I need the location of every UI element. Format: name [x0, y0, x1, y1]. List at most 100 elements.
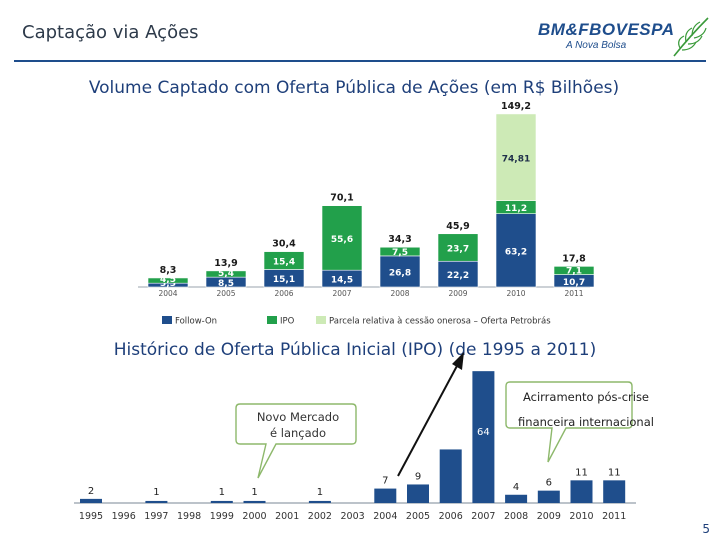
ipo-bar-2004 — [374, 488, 397, 503]
ipo-x-tick-1996: 1996 — [112, 511, 136, 522]
total-label-2007: 70,1 — [330, 193, 353, 204]
callout-novo-mercado-line2: é lançado — [270, 426, 326, 440]
bar-2005-series1 — [205, 270, 247, 278]
total-label-2010: 149,2 — [501, 101, 531, 112]
ipo-label-2000: 1 — [251, 487, 257, 498]
ipo-label-2008: 4 — [513, 482, 519, 493]
x-tick-2004: 2004 — [158, 289, 177, 298]
total-label-2008: 34,3 — [388, 234, 411, 245]
bar-2011-series1 — [553, 266, 595, 275]
ipo-label-2007: 64 — [477, 427, 490, 438]
ipo-bar-2008 — [505, 494, 528, 503]
ipo-x-tick-2011: 2011 — [602, 511, 626, 522]
ipo-bar-2002 — [308, 500, 331, 503]
ipo-bar-2006 — [439, 449, 462, 503]
x-tick-2009: 2009 — [448, 289, 467, 298]
total-label-2006: 30,4 — [272, 239, 296, 250]
bmfbovespa-logo: BM&FBOVESPA A Nova Bolsa — [538, 16, 709, 60]
data-label-2011-series1: 7,1 — [566, 267, 582, 277]
ipo-bar-2009 — [537, 490, 560, 503]
data-label-2004-series0: 3,3 — [160, 279, 176, 289]
legend-label-series0: Follow-On — [175, 317, 217, 327]
logo-name: BM&FBOVESPA — [538, 20, 675, 39]
bar-2008-series1 — [379, 246, 421, 257]
ipo-label-2006: 26 — [444, 505, 457, 516]
data-label-2006-series1: 15,4 — [273, 258, 295, 268]
ipo-x-tick-2006: 2006 — [439, 511, 463, 522]
total-label-2009: 45,9 — [446, 221, 469, 232]
x-tick-2008: 2008 — [390, 289, 409, 298]
ipo-label-2004: 7 — [382, 476, 388, 487]
data-label-2005-series0: 8,5 — [218, 279, 234, 289]
ipo-x-tick-1998: 1998 — [177, 511, 201, 522]
data-label-2010-series2: 74,81 — [502, 154, 530, 164]
bar-2010-series2 — [495, 113, 537, 201]
ipo-label-2010: 11 — [575, 467, 588, 478]
data-label-2005-series1: 5,4 — [218, 269, 234, 279]
data-label-2009-series0: 22,2 — [447, 271, 469, 281]
data-label-2008-series0: 26,8 — [389, 268, 411, 278]
page-number: 5 — [702, 522, 710, 536]
chart1-title: Volume Captado com Oferta Pública de Açõ… — [88, 78, 620, 98]
ipo-x-tick-1997: 1997 — [144, 511, 168, 522]
page-title: Captação via Ações — [22, 22, 199, 43]
x-tick-2007: 2007 — [332, 289, 351, 298]
header-divider — [14, 60, 706, 62]
bar-2009-series0 — [437, 260, 479, 288]
ipo-x-tick-2010: 2010 — [569, 511, 593, 522]
ipo-x-tick-2004: 2004 — [373, 511, 397, 522]
x-tick-2005: 2005 — [216, 289, 235, 298]
data-label-2010-series0: 63,2 — [505, 247, 527, 257]
logo-tagline: A Nova Bolsa — [566, 40, 627, 51]
ipo-bar-2005 — [407, 484, 429, 503]
ipo-label-2005: 9 — [415, 471, 421, 482]
ipo-x-tick-2007: 2007 — [471, 511, 495, 522]
bar-2008-series0 — [379, 255, 421, 288]
data-label-2006-series0: 15,1 — [273, 275, 295, 285]
total-label-2005: 13,9 — [214, 258, 237, 269]
chart2-title: Histórico de Oferta Pública Inicial (IPO… — [113, 340, 597, 360]
legend-swatch-series0 — [162, 316, 172, 324]
ipo-x-tick-1999: 1999 — [210, 511, 234, 522]
bar-2007-series1 — [321, 205, 363, 271]
legend-swatch-series2 — [316, 316, 326, 324]
ipo-x-tick-2002: 2002 — [308, 511, 332, 522]
data-label-2009-series1: 23,7 — [447, 245, 469, 255]
ipo-x-tick-2000: 2000 — [242, 511, 266, 522]
bar-2004-series1 — [147, 277, 189, 284]
ipo-label-1997: 1 — [153, 487, 159, 498]
legend-label-series2: Parcela relativa à cessão onerosa – Ofer… — [329, 317, 551, 327]
x-tick-2010: 2010 — [506, 289, 525, 298]
leaf-icon — [673, 17, 709, 57]
data-label-2004-series1: 4,5 — [160, 275, 176, 285]
ipo-bar-1995 — [80, 498, 102, 503]
x-tick-2006: 2006 — [274, 289, 293, 298]
ipo-x-tick-2005: 2005 — [406, 511, 430, 522]
bar-2010-series0 — [495, 213, 537, 288]
callout-novo-mercado-line1: Novo Mercado — [257, 410, 339, 424]
total-label-2004: 8,3 — [160, 265, 177, 276]
ipo-label-2011: 11 — [608, 467, 621, 478]
data-label-2007-series1: 55,6 — [331, 235, 353, 245]
ipo-label-2009: 6 — [546, 478, 552, 489]
bar-2006-series1 — [263, 251, 305, 270]
legend-swatch-series1 — [267, 316, 277, 324]
total-label-2011: 17,8 — [562, 253, 586, 264]
ipo-bar-2010 — [570, 480, 593, 503]
ipo-label-1995: 2 — [88, 486, 94, 497]
ipo-bar-1997 — [145, 500, 168, 503]
ipo-x-tick-1995: 1995 — [79, 511, 103, 522]
ipo-x-tick-2009: 2009 — [537, 511, 561, 522]
ipo-x-tick-2008: 2008 — [504, 511, 528, 522]
data-label-2007-series0: 14,5 — [331, 276, 353, 286]
ipo-label-2002: 1 — [317, 487, 323, 498]
callout-novo-mercado — [235, 403, 357, 479]
ipo-bar-2011 — [603, 480, 626, 503]
legend-label-series1: IPO — [280, 317, 295, 327]
callout-crise-line1: Acirramento pós-crise — [523, 390, 649, 404]
ipo-x-tick-2003: 2003 — [341, 511, 365, 522]
x-tick-2011: 2011 — [564, 289, 583, 298]
data-label-2008-series1: 7,5 — [392, 248, 408, 258]
